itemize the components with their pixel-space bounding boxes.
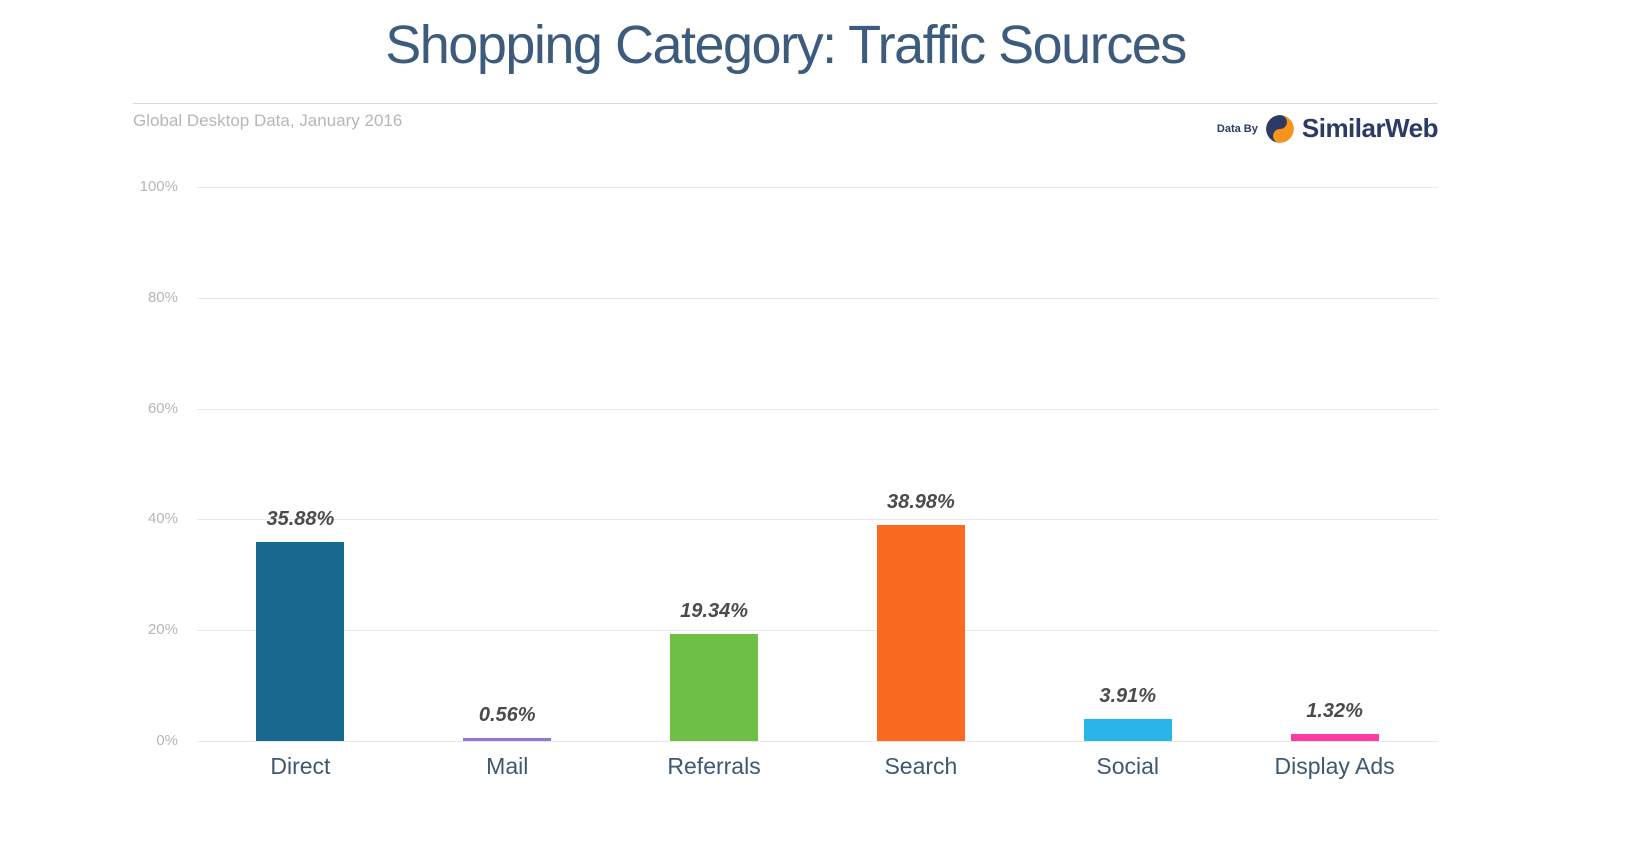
bar-cell: 3.91% <box>1024 187 1231 741</box>
bar <box>876 525 965 741</box>
plot-area: 35.88% 0.56% 19.34% 38.98% 3.91% 1.32% <box>197 187 1438 742</box>
chart-title: Shopping Category: Traffic Sources <box>385 15 1187 75</box>
data-attribution: Data By SimilarWeb <box>1216 113 1439 144</box>
y-axis-tick-label: 60% <box>147 399 178 417</box>
similarweb-logo-icon <box>1266 114 1294 143</box>
gridline <box>197 297 1438 299</box>
bar <box>670 633 759 741</box>
gridline <box>197 741 1438 742</box>
bar-value-label: 38.98% <box>886 491 955 514</box>
x-axis-category-label: Social <box>1096 753 1160 779</box>
subheader: Global Desktop Data, January 2016 Data B… <box>133 103 1439 144</box>
similarweb-brand-name: SimilarWeb <box>1301 113 1439 143</box>
y-axis-tick-label: 20% <box>147 621 178 639</box>
bar-cell: 38.98% <box>817 187 1024 741</box>
gridline <box>197 187 1438 188</box>
chart-subtitle: Global Desktop Data, January 2016 <box>133 111 403 130</box>
y-axis-tick-label: 80% <box>147 288 178 306</box>
gridline <box>197 408 1438 410</box>
bar-cell: 19.34% <box>611 187 818 741</box>
bar-cell: 35.88% <box>197 187 404 741</box>
bar-value-label: 35.88% <box>266 508 335 531</box>
bars-container: 35.88% 0.56% 19.34% 38.98% 3.91% 1.32% <box>197 187 1438 741</box>
y-axis-tick-label: 0% <box>156 732 178 749</box>
data-by-label: Data By <box>1216 122 1258 135</box>
gridline <box>197 519 1438 521</box>
bar-cell: 0.56% <box>404 187 611 741</box>
bar-value-label: 19.34% <box>680 599 748 622</box>
bar-value-label: 3.91% <box>1099 685 1157 708</box>
x-axis-category-label: Mail <box>486 753 529 779</box>
bar <box>256 542 345 741</box>
gridline <box>197 630 1438 632</box>
x-axis-category-label: Direct <box>270 753 331 779</box>
y-axis-tick-label: 40% <box>147 510 178 528</box>
x-axis-category-label: Referrals <box>667 753 761 779</box>
bar <box>1083 719 1172 741</box>
y-axis-tick-label: 100% <box>139 178 178 195</box>
x-axis-category-label: Search <box>884 753 958 779</box>
bar <box>1290 733 1379 741</box>
x-axis-category-label: Display Ads <box>1274 753 1395 779</box>
bar-cell: 1.32% <box>1231 187 1438 741</box>
y-axis: 0% 20% 40% 60% 80% 100% <box>118 178 178 749</box>
x-axis: Direct Mail Referrals Search Social Display A… <box>197 753 1438 780</box>
bar-value-label: 1.32% <box>1306 699 1363 722</box>
bar <box>463 737 552 741</box>
bar-value-label: 0.56% <box>478 703 536 726</box>
